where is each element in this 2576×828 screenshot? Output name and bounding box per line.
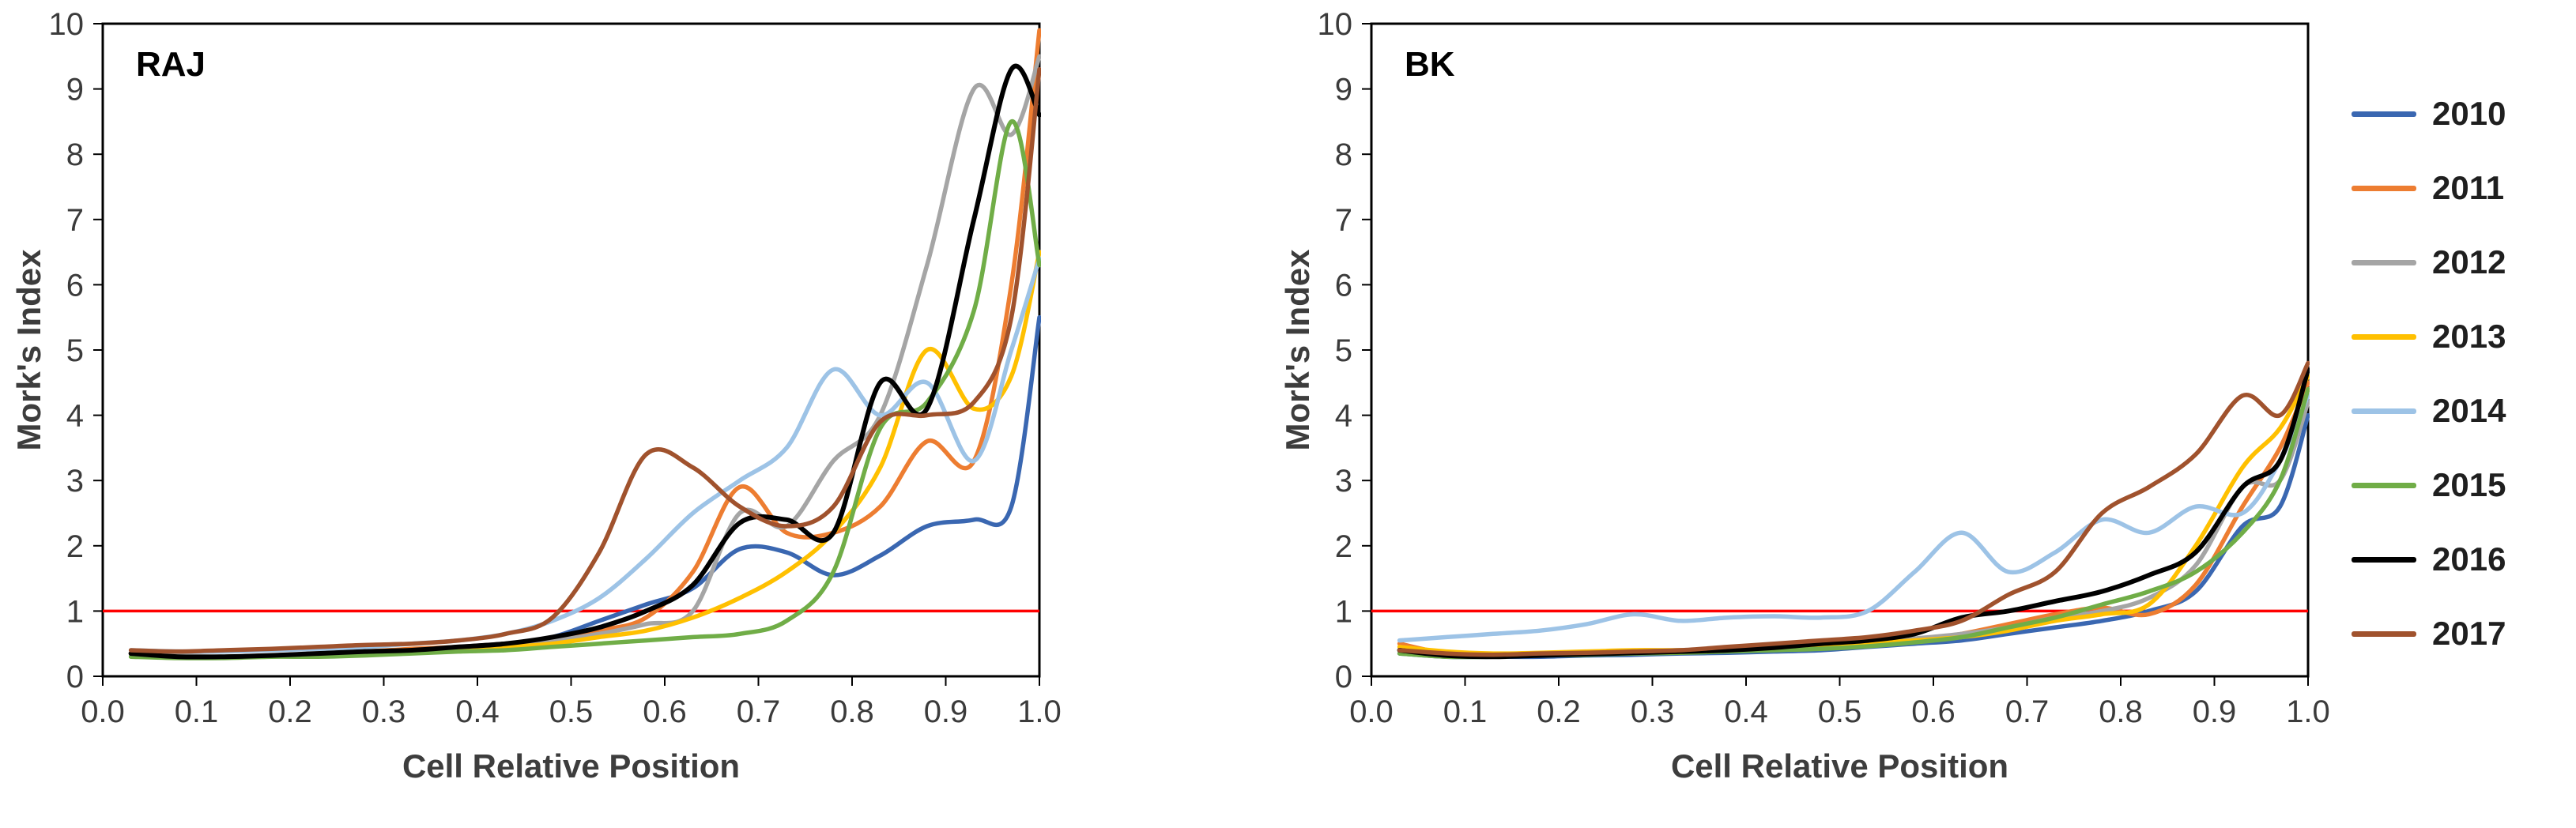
chart-svg-raj: 0 1 2 3 4 5 6 7 8 9 10 0.0 0.1 0.2 0.3 0.4 0.5 0.6 0.7 0.8 0… [10,7,1062,785]
x-tick-label: 0.6 [1911,694,1956,729]
x-tick-label: 0.0 [1349,694,1394,729]
legend-label: 2017 [2432,615,2506,652]
y-tick-label: 2 [66,529,84,564]
series-line-2010 [1397,412,2310,660]
series-line-2016 [128,63,1041,660]
y-tick-label: 9 [1335,73,1352,107]
y-tick-label: 7 [66,203,84,238]
legend-label: 2016 [2432,540,2506,578]
plot-border [101,22,1041,678]
y-tick-label: 2 [1335,529,1352,564]
legend-line-swatch-2011 [2352,185,2416,191]
y-tick-label: 0 [66,660,84,694]
y-tick-label: 4 [66,399,84,434]
legend-line-swatch-2013 [2352,333,2416,340]
x-tick-label: 0.6 [643,694,687,729]
y-tick-label: 1 [66,594,84,629]
y-tick-label: 0 [1335,660,1352,694]
y-tick-label: 3 [66,464,84,499]
chart-title: RAJ [136,45,206,84]
y-tick-label: 6 [66,268,84,303]
legend-line-swatch-2017 [2352,630,2416,637]
x-tick-label: 0.2 [1537,694,1581,729]
x-tick-label: 0.4 [455,694,500,729]
legend-item-2010: 2010 [2352,95,2506,133]
chart-raj-panel: 0 1 2 3 4 5 6 7 8 9 10 0.0 0.1 0.2 0.3 0.4 0.5 0.6 0.7 0.8 0… [10,0,1205,828]
x-tick-label: 0.1 [175,694,219,729]
x-tick-label: 1.0 [2286,694,2330,729]
series-line-2013 [128,250,1041,660]
y-tick-label: 8 [1335,137,1352,172]
x-axis-title: Cell Relative Position [1671,747,2008,785]
x-tick-label: 0.3 [362,694,406,729]
chart-bk-panel: 0 1 2 3 4 5 6 7 8 9 10 0.0 0.1 0.2 0.3 0.4 0.5 0.6 0.7 0.8 0… [1279,0,2474,828]
legend-item-2016: 2016 [2352,540,2506,578]
x-tick-label: 0.2 [268,694,312,729]
x-tick-label: 0.5 [549,694,594,729]
y-tick-label: 9 [66,73,84,107]
x-tick-label: 0.7 [737,694,781,729]
legend-item-2012: 2012 [2352,243,2506,281]
legend-line-swatch-2016 [2352,556,2416,563]
legend-line-swatch-2012 [2352,259,2416,265]
x-tick-label: 1.0 [1017,694,1062,729]
legend-label: 2014 [2432,392,2506,429]
series-line-2017 [1397,360,2310,657]
series-group [1397,360,2310,660]
x-tick-label: 0.0 [81,694,125,729]
y-tick-label: 8 [66,137,84,172]
legend-item-2015: 2015 [2352,466,2506,504]
y-tick-label: 7 [1335,203,1352,238]
legend-item-2013: 2013 [2352,318,2506,356]
series-line-2014 [128,256,1041,654]
y-tick-label: 4 [1335,399,1352,434]
legend-label: 2010 [2432,95,2506,132]
y-tick-label: 3 [1335,464,1352,499]
x-tick-label: 0.9 [2193,694,2237,729]
x-tick-label: 0.8 [2099,694,2143,729]
x-tick-label: 0.4 [1724,694,1768,729]
legend-label: 2011 [2432,169,2505,206]
y-axis-title: Mork's Index [1280,249,1316,451]
x-tick-label: 0.9 [924,694,968,729]
legend-line-swatch-2014 [2352,408,2416,414]
series-line-2014 [1397,393,2310,643]
y-tick-label: 10 [49,7,85,42]
y-tick-label: 10 [1318,7,1353,42]
legend-line-swatch-2015 [2352,482,2416,488]
x-tick-label: 0.8 [830,694,874,729]
legend-item-2014: 2014 [2352,392,2506,430]
series-line-2017 [128,67,1041,654]
x-tick-label: 0.7 [2005,694,2050,729]
x-axis-title: Cell Relative Position [402,747,740,785]
chart-svg-bk: 0 1 2 3 4 5 6 7 8 9 10 0.0 0.1 0.2 0.3 0.4 0.5 0.6 0.7 0.8 0… [1279,7,2330,785]
legend-line-swatch-2010 [2352,111,2416,117]
legend: 2010 2011 2012 2013 2014 2015 2016 2017 [2352,95,2506,653]
y-axis-title: Mork's Index [12,249,47,451]
plot-border [1370,22,2310,678]
legend-label: 2012 [2432,243,2506,280]
y-tick-label: 5 [66,333,84,368]
y-tick-label: 1 [1335,594,1352,629]
x-tick-label: 0.5 [1818,694,1862,729]
legend-label: 2013 [2432,318,2506,355]
x-tick-label: 0.1 [1443,694,1488,729]
legend-item-2011: 2011 [2352,169,2506,207]
x-tick-label: 0.3 [1631,694,1675,729]
legend-label: 2015 [2432,466,2506,503]
series-line-2015 [128,119,1041,661]
series-line-2012 [128,54,1041,659]
y-tick-label: 5 [1335,333,1352,368]
legend-item-2017: 2017 [2352,615,2506,653]
y-tick-label: 6 [1335,268,1352,303]
chart-title: BK [1405,45,1455,84]
series-group [128,28,1041,661]
